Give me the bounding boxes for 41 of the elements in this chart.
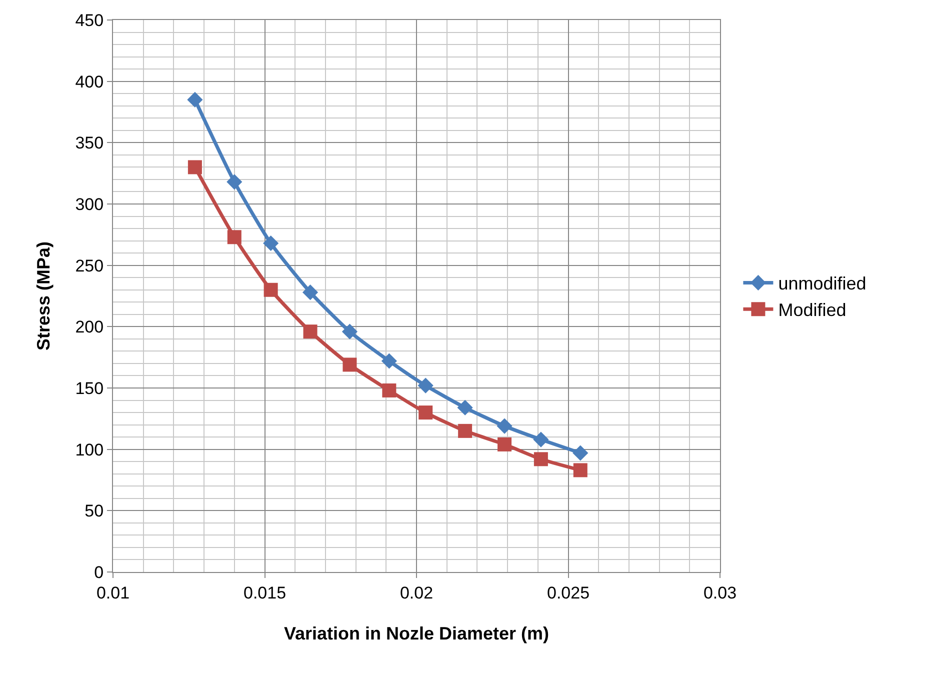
y-tick-label: 300: [75, 194, 104, 214]
y-tick-label: 250: [75, 256, 104, 276]
point: [572, 445, 588, 461]
y-tick-label: 200: [75, 318, 104, 337]
point: [498, 437, 512, 452]
point: [303, 324, 318, 339]
point: [381, 353, 397, 369]
point: [573, 463, 588, 478]
point: [458, 424, 472, 438]
y-tick-label: 50: [84, 502, 104, 521]
point: [264, 282, 278, 297]
x-tick-label: 0.015: [243, 583, 286, 602]
point: [418, 378, 434, 394]
point: [188, 160, 202, 174]
point: [457, 400, 473, 416]
y-axis-title: Stress (MPa): [33, 241, 54, 351]
point: [226, 174, 242, 190]
point: [342, 358, 357, 372]
y-tick-label: 450: [75, 10, 104, 30]
point: [418, 406, 433, 420]
y-tick-label: 150: [75, 378, 104, 398]
point: [227, 230, 242, 244]
x-tick-label: 0.01: [96, 583, 130, 602]
x-tick-label: 0.03: [703, 583, 737, 602]
point: [342, 324, 358, 340]
point: [533, 432, 549, 448]
point: [534, 452, 548, 466]
y-tick-label: 0: [94, 562, 104, 582]
legend-label: Modified: [778, 300, 846, 320]
point: [302, 284, 318, 300]
point: [263, 235, 279, 252]
point: [496, 418, 512, 434]
point: [187, 92, 203, 108]
y-tick-label: 400: [75, 72, 104, 92]
x-tick-label: 0.025: [546, 583, 590, 602]
y-tick-label: 100: [75, 440, 104, 460]
point: [382, 383, 396, 398]
x-axis-title: Variation in Nozle Diameter (m): [284, 624, 550, 644]
x-tick-label: 0.02: [400, 583, 434, 602]
y-tick-label: 350: [75, 134, 104, 153]
legend-label: unmodified: [778, 274, 866, 294]
